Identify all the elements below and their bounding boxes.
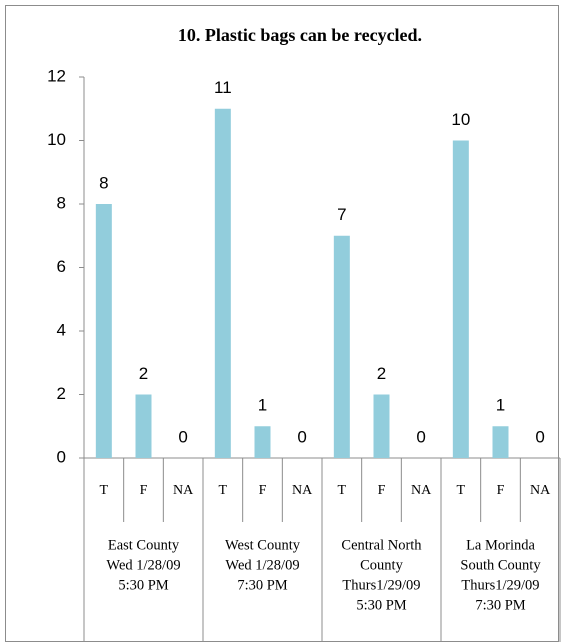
x-tick-label: F [140, 483, 148, 498]
value-label: 1 [258, 396, 267, 415]
group-label: Thurs1/29/09 [461, 577, 539, 593]
value-label: 0 [297, 427, 306, 446]
value-label: 8 [99, 173, 108, 192]
value-label: 0 [535, 427, 544, 446]
y-tick-label: 0 [57, 447, 66, 466]
group-label: 7:30 PM [237, 577, 287, 593]
x-tick-label: NA [411, 483, 432, 498]
x-tick-label: T [457, 483, 466, 498]
chart-title: 10. Plastic bags can be recycled. [178, 25, 422, 45]
bar [492, 426, 509, 458]
group-label: La Morinda [466, 537, 535, 553]
value-label: 11 [214, 78, 232, 97]
bar [214, 108, 231, 458]
bar [452, 140, 469, 458]
x-tick-label: T [219, 483, 228, 498]
value-label: 7 [337, 205, 346, 224]
value-label: 10 [451, 110, 470, 129]
group-label: 5:30 PM [118, 577, 168, 593]
group-label: 7:30 PM [475, 597, 525, 613]
x-tick-label: F [378, 483, 386, 498]
group-label: County [360, 557, 403, 573]
bar [135, 394, 152, 458]
x-tick-label: NA [530, 483, 551, 498]
y-tick-label: 4 [57, 320, 66, 339]
group-label: South County [460, 557, 541, 573]
value-label: 2 [139, 364, 148, 383]
group-label: Central North [341, 537, 422, 553]
bar [333, 235, 350, 458]
bar [254, 426, 271, 458]
x-tick-label: T [338, 483, 347, 498]
bar [373, 394, 390, 458]
x-tick-label: NA [292, 483, 313, 498]
x-tick-label: F [259, 483, 267, 498]
group-label: East County [108, 537, 180, 553]
y-tick-label: 2 [57, 384, 66, 403]
y-tick-label: 10 [47, 130, 66, 149]
group-label: Thurs1/29/09 [342, 577, 420, 593]
value-label: 2 [377, 364, 386, 383]
y-tick-label: 8 [57, 193, 66, 212]
group-label: Wed 1/28/09 [225, 557, 299, 573]
y-tick-label: 12 [47, 66, 66, 85]
x-tick-label: NA [173, 483, 194, 498]
group-label: West County [225, 537, 301, 553]
group-label: Wed 1/28/09 [106, 557, 180, 573]
x-tick-label: F [497, 483, 505, 498]
group-label: 5:30 PM [356, 597, 406, 613]
value-label: 0 [416, 427, 425, 446]
bar [95, 204, 112, 458]
y-tick-label: 6 [57, 257, 66, 276]
x-tick-label: T [100, 483, 109, 498]
value-label: 0 [178, 427, 187, 446]
value-label: 1 [496, 396, 505, 415]
